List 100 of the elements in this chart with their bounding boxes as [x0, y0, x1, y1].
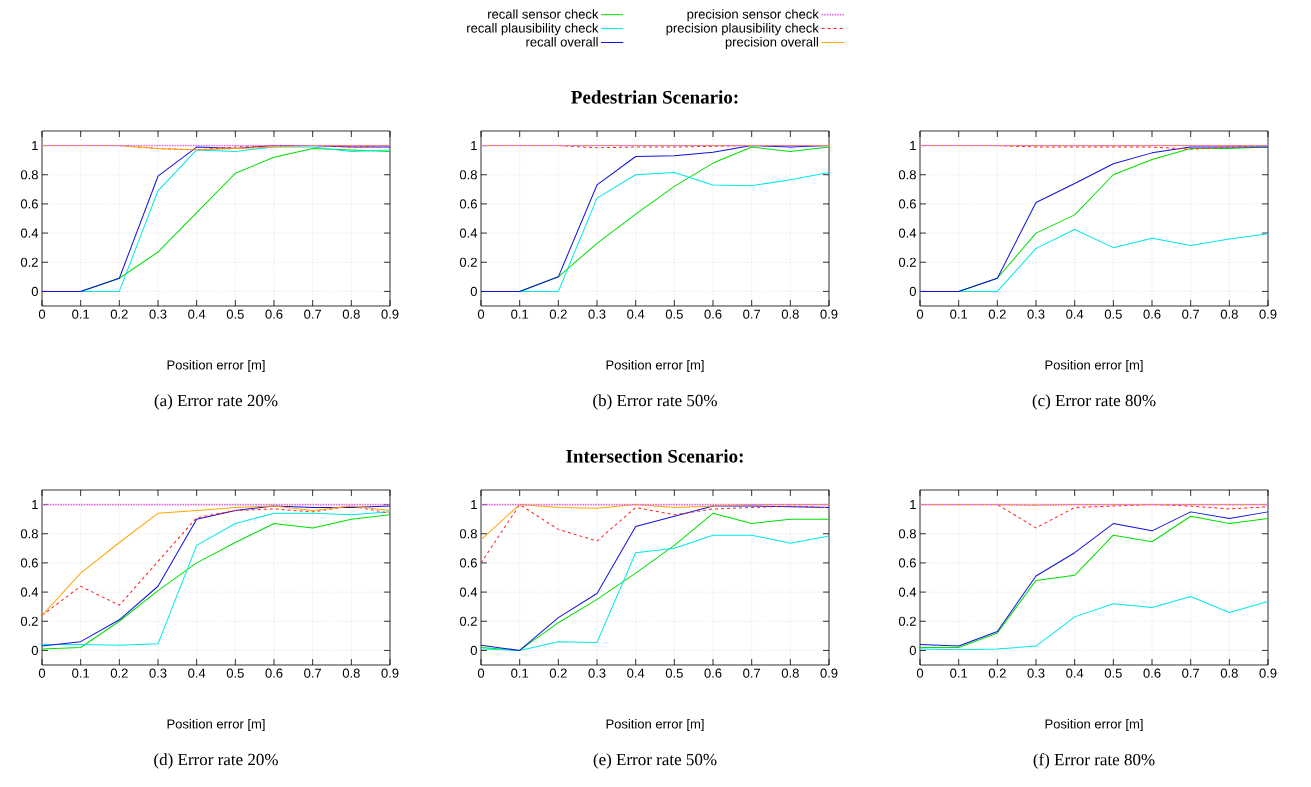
y-tick-label: 0 [470, 645, 477, 656]
x-tick-label: 0.4 [188, 309, 206, 319]
y-tick-label: 0.8 [20, 170, 38, 180]
y-tick-label: 1 [471, 500, 477, 510]
x-tick-label: 0.8 [1220, 668, 1238, 678]
y-tick-label: 0.6 [459, 558, 477, 568]
y-tick-label: 0.4 [459, 587, 478, 597]
line-series [481, 534, 829, 651]
x-tick-label: 0.6 [265, 309, 283, 319]
y-tick-label: 0.4 [20, 587, 39, 597]
x-tick-label: 0.7 [743, 309, 761, 319]
x-tick-label: 0.2 [988, 309, 1006, 319]
x-tick-label: 0.6 [704, 668, 722, 678]
y-tick-label: 0.2 [459, 257, 477, 267]
y-tick-label: 0.2 [20, 616, 38, 626]
x-tick-label: 0.5 [665, 668, 683, 678]
y-tick-label: 0.8 [459, 170, 477, 180]
y-tick-label: 0.8 [898, 529, 916, 539]
x-axis-title: Position error [m] [167, 718, 265, 732]
x-tick-label: 0.7 [743, 668, 761, 678]
x-tick-label: 0.4 [627, 668, 645, 678]
x-tick-label: 0.3 [588, 668, 606, 678]
x-tick-label: 0.9 [820, 668, 838, 678]
x-tick-label: 0.9 [820, 309, 838, 319]
y-tick-label: 0.4 [898, 587, 917, 597]
y-tick-label: 0.6 [20, 558, 38, 568]
x-tick-label: 0.7 [304, 309, 322, 319]
x-tick-label: 0.1 [950, 309, 968, 319]
legend-label: precision sensor check [687, 9, 819, 22]
x-tick-label: 0.8 [1220, 309, 1238, 319]
y-tick-label: 0.6 [898, 558, 916, 568]
y-tick-label: 0.6 [20, 199, 38, 209]
y-tick-label: 0.8 [898, 170, 916, 180]
y-tick-label: 0 [909, 286, 916, 297]
x-tick-label: 0.1 [511, 668, 529, 678]
y-tick-label: 0 [31, 286, 38, 297]
y-tick-label: 0 [31, 645, 38, 656]
x-axis-title: Position error [m] [1045, 359, 1143, 373]
y-tick-label: 0.4 [20, 228, 39, 238]
x-tick-label: 0.9 [1259, 309, 1277, 319]
y-tick-label: 0.8 [459, 529, 477, 539]
legend-label: precision overall [725, 37, 818, 50]
x-axis-title: Position error [m] [606, 718, 704, 732]
y-tick-label: 0.6 [459, 199, 477, 209]
x-tick-label: 0.6 [1143, 309, 1161, 319]
x-tick-label: 0.9 [1259, 668, 1277, 678]
text: (a) Error rate 20% [154, 394, 278, 410]
legend-label: recall plausibility check [467, 23, 599, 36]
x-tick-label: 0.5 [1104, 309, 1122, 319]
x-tick-label: 0.4 [1066, 309, 1084, 319]
x-tick-label: 0.3 [1027, 668, 1045, 678]
x-tick-label: 0.4 [1066, 668, 1084, 678]
y-tick-label: 0.8 [20, 529, 38, 539]
x-axis-title: Position error [m] [167, 359, 265, 373]
y-tick-label: 1 [32, 500, 38, 510]
legend-label: recall overall [526, 37, 598, 47]
text: (f) Error rate 80% [1033, 753, 1155, 769]
x-tick-label: 0.3 [149, 309, 167, 319]
x-tick-label: 0.4 [627, 309, 645, 319]
y-tick-label: 0 [909, 645, 916, 656]
x-tick-label: 0.1 [511, 309, 529, 319]
x-tick-label: 0.8 [342, 668, 360, 678]
x-tick-label: 0.5 [1104, 668, 1122, 678]
x-tick-label: 0.2 [110, 309, 128, 319]
y-tick-label: 0.4 [459, 228, 478, 238]
x-tick-label: 0.8 [781, 668, 799, 678]
x-tick-label: 0.9 [381, 309, 399, 319]
x-tick-label: 0.3 [588, 309, 606, 319]
text: (b) Error rate 50% [593, 394, 717, 410]
x-tick-label: 0.6 [265, 668, 283, 678]
y-tick-label: 0.4 [898, 228, 917, 238]
x-tick-label: 0.9 [381, 668, 399, 678]
chart-subtitle: Intersection Scenario: [566, 449, 743, 463]
x-tick-label: 0.2 [549, 309, 567, 319]
x-axis-title: Position error [m] [606, 359, 704, 373]
x-tick-label: 0.7 [304, 668, 322, 678]
line-series [42, 505, 390, 616]
x-tick-label: 0.3 [149, 668, 167, 678]
y-tick-label: 0.6 [898, 199, 916, 209]
y-tick-label: 0.2 [20, 257, 38, 267]
y-tick-label: 1 [471, 141, 477, 151]
y-tick-label: 0 [470, 286, 477, 297]
text: (d) Error rate 20% [154, 753, 278, 769]
x-tick-label: 0.1 [950, 668, 968, 678]
line-series [481, 504, 829, 564]
x-tick-label: 0.8 [342, 309, 360, 319]
legend-label: precision plausibility check [666, 23, 819, 36]
x-tick-label: 0.5 [665, 309, 683, 319]
y-tick-label: 1 [910, 141, 916, 151]
x-tick-label: 0.1 [72, 668, 90, 678]
x-tick-label: 0.6 [1143, 668, 1161, 678]
x-tick-label: 0.2 [549, 668, 567, 678]
text: (e) Error rate 50% [593, 753, 717, 769]
x-tick-label: 0.3 [1027, 309, 1045, 319]
chart-subtitle: Pedestrian Scenario: [571, 90, 738, 104]
text: (c) Error rate 80% [1032, 394, 1156, 410]
line-series [920, 595, 1269, 651]
x-tick-label: 0.7 [1182, 668, 1200, 678]
x-tick-label: 0.2 [988, 668, 1006, 678]
y-tick-label: 0.2 [898, 616, 916, 626]
